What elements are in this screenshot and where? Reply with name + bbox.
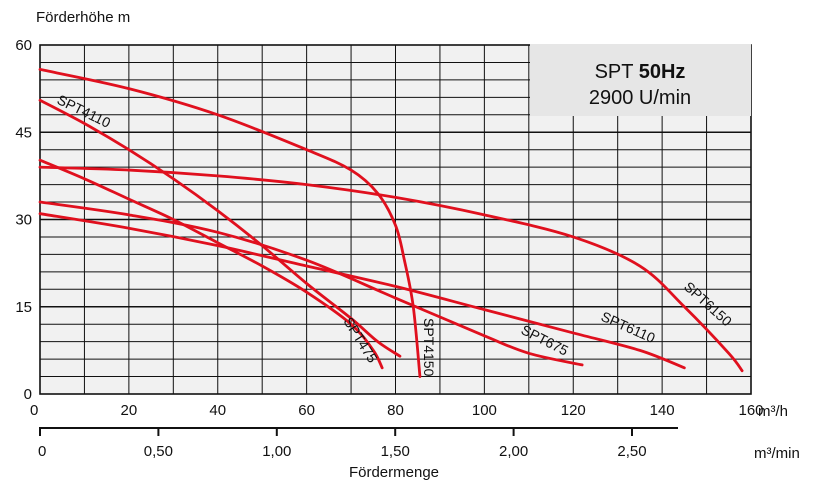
- series-line-spt475: [38, 158, 384, 370]
- y-axis-label: Förderhöhe m: [36, 9, 130, 26]
- x2-axis-unit: m³/min: [754, 445, 800, 462]
- series-line-spt4110: [38, 98, 402, 358]
- x-tick-label: 20: [121, 402, 138, 419]
- x2-tick-label: 2,00: [499, 443, 528, 460]
- chart-title-bold: 50Hz: [639, 61, 686, 83]
- y-tick-label: 45: [15, 124, 32, 141]
- x-tick-label: 0: [30, 402, 38, 419]
- plot-border: [39, 44, 752, 395]
- x2-tick-label: 0,50: [144, 443, 173, 460]
- x-tick-label: 80: [387, 402, 404, 419]
- x2-tick-label: 1,50: [381, 443, 410, 460]
- series-line-spt6110: [38, 212, 686, 370]
- x-tick-label: 40: [209, 402, 226, 419]
- series-label-spt4150: SPT4150: [421, 318, 437, 377]
- x-tick-label: 140: [650, 402, 675, 419]
- x2-tick-label: 0: [38, 443, 46, 460]
- x-tick-label: 60: [298, 402, 315, 419]
- chart-title: SPT 50Hz: [595, 61, 686, 83]
- x-axis-label: Fördermenge: [349, 464, 439, 481]
- chart-subtitle: 2900 U/min: [589, 87, 691, 109]
- chart-title-plain: SPT: [595, 61, 634, 83]
- series-group: [38, 68, 744, 378]
- x2-tick-label: 1,00: [262, 443, 291, 460]
- chart-title-box: SPT 50Hz 2900 U/min: [530, 44, 751, 116]
- y-tick-label: 15: [15, 299, 32, 316]
- x-axis-unit: m³/h: [758, 403, 788, 420]
- title-box-background: [530, 44, 751, 116]
- axes: 0 20 40 60 80 100 120 140 160 0 15 30 45 60 0 0,50 1,00 1…: [15, 37, 763, 460]
- series-line-spt6150: [38, 165, 744, 373]
- y-tick-label: 0: [24, 386, 32, 403]
- y-tick-label: 60: [15, 37, 32, 54]
- x-tick-label: 100: [472, 402, 497, 419]
- x-tick-label: 160: [738, 402, 763, 419]
- y-tick-label: 30: [15, 212, 32, 229]
- x-tick-label: 120: [561, 402, 586, 419]
- series-line-spt4150: [38, 68, 422, 378]
- x2-tick-label: 2,50: [617, 443, 646, 460]
